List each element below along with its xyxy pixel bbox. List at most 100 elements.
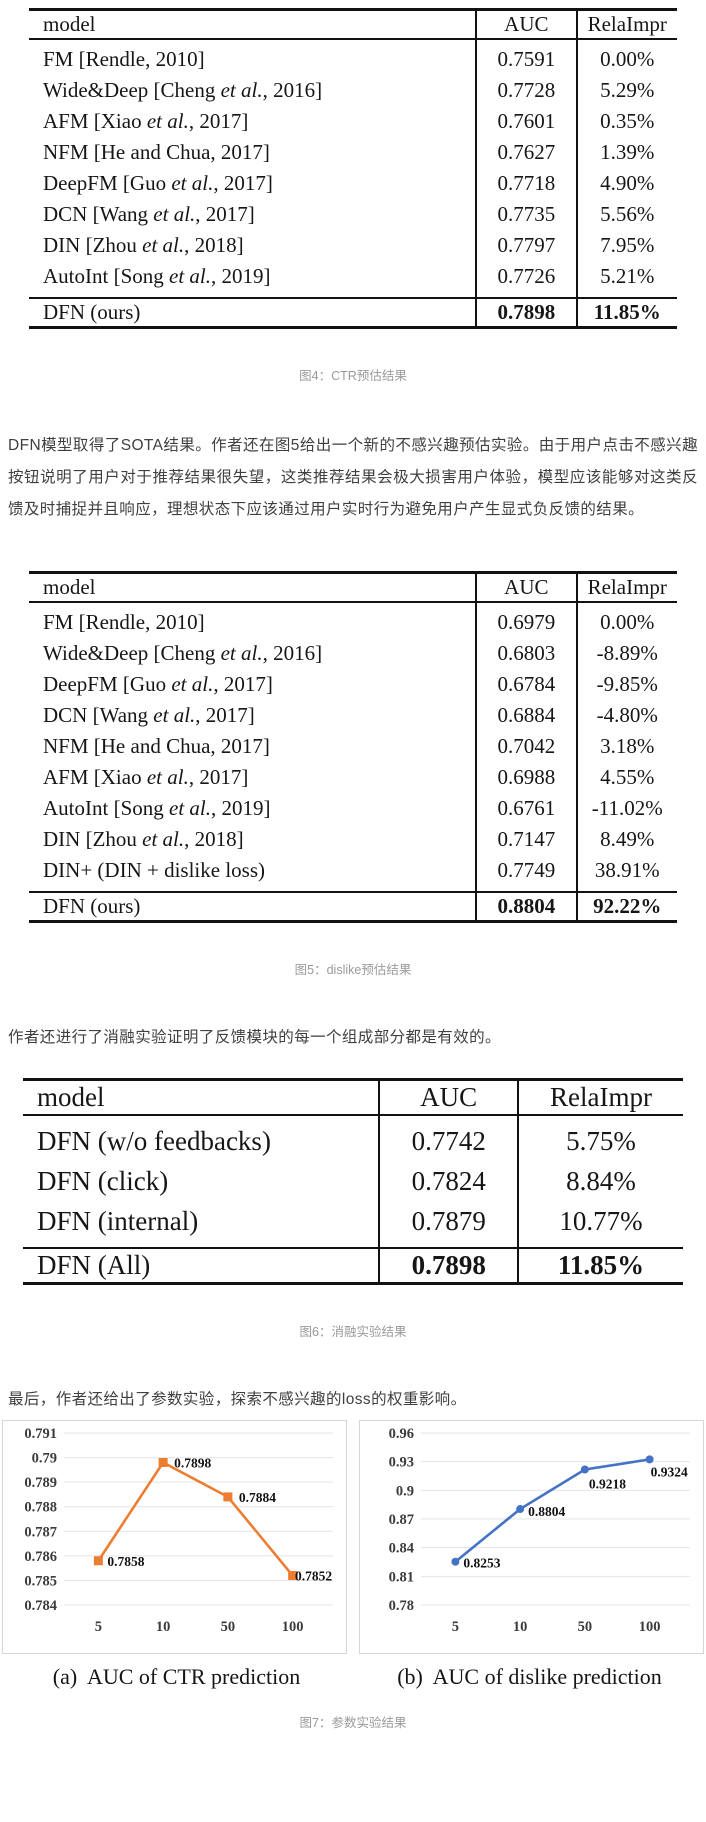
value-cell: 0.7824 [378,1161,518,1202]
table-row: Wide&Deep [Cheng et al., 2016] 0.6803 -8.8… [29,638,677,670]
value-cell: 3.18% [575,731,677,763]
x-tick-label: 50 [221,1619,236,1635]
model-cell: AFM [Xiao et al., 2017] [43,109,249,133]
table-row: DIN [Zhou et al., 2018] 0.7147 8.49% [29,824,677,856]
value-cell: -4.80% [575,700,677,732]
column-header: model [37,1082,105,1113]
y-tick-label: 0.788 [24,1500,57,1516]
value-cell: 8.49% [575,824,677,856]
y-tick-label: 0.78 [389,1598,414,1614]
value-cell: 0.7879 [378,1201,518,1249]
value-cell: 0.6979 [475,602,577,639]
value-cell: -8.89% [575,638,677,670]
ctr-results-table: model AUC RelaImpr FM [Rendle, 2010] 0.7591 0… [29,8,677,329]
table-row: DFN (ours) 0.7898 11.85% [29,298,677,328]
x-tick-label: 10 [156,1619,171,1635]
paragraph-ablation: 作者还进行了消融实验证明了反馈模块的每一个组成部分都是有效的。 [8,1029,501,1047]
table-row: AFM [Xiao et al., 2017] 0.7601 0.35% [29,106,677,137]
figure6-caption: 图6：消融实验结果 [299,1325,407,1340]
value-cell: 11.85% [516,1248,683,1284]
table-row: AFM [Xiao et al., 2017] 0.6988 4.55% [29,762,677,794]
figure4-caption: 图4：CTR预估结果 [299,369,407,383]
table-row: FM [Rendle, 2010] 0.7591 0.00% [29,39,677,75]
column-header: AUC [378,1079,518,1116]
value-cell: 92.22% [575,892,677,922]
data-point-marker [288,1570,298,1580]
data-point-marker [158,1457,168,1467]
data-point-marker [223,1492,233,1502]
y-tick-label: 0.791 [24,1426,57,1442]
data-point-label: 0.7852 [295,1568,332,1583]
data-point-label: 0.7884 [239,1490,276,1505]
y-tick-label: 0.87 [389,1512,414,1528]
dislike-auc-chart: 0.96 0.93 0.9 0.87 0.84 0.81 0.78 5 10 50 100 0.825… [389,1426,690,1635]
dislike-auc-chart-panel: 0.96 0.93 0.9 0.87 0.84 0.81 0.78 5 10 50 100 0.825… [359,1419,704,1654]
article-page: model AUC RelaImpr FM [Rendle, 2010] 0.7591 0… [0,8,706,1730]
value-cell: -9.85% [575,669,677,701]
x-tick-label: 5 [95,1619,102,1635]
y-tick-label: 0.79 [32,1450,57,1466]
figure5-caption: 图5：dislike预估结果 [294,963,412,978]
value-cell: 0.7601 [475,106,577,137]
table-row: NFM [He and Chua, 2017] 0.7627 1.39% [29,137,677,168]
y-tick-label: 0.81 [389,1569,414,1585]
value-cell: 0.7726 [475,261,577,298]
model-cell: DFN (w/o feedbacks) [37,1126,271,1157]
value-cell: 0.7042 [475,731,577,763]
value-cell: 0.8804 [475,892,577,922]
model-cell: AutoInt [Song et al., 2019] [43,796,271,821]
value-cell: 8.84% [516,1161,683,1202]
value-cell: 0.00% [575,39,677,75]
value-cell: 7.95% [575,230,677,261]
value-cell: 0.6884 [475,700,577,732]
x-tick-label: 10 [513,1619,528,1635]
column-header: AUC [475,9,577,39]
column-header: model [43,575,96,600]
table-row: Wide&Deep [Cheng et al., 2016] 0.7728 5.29… [29,75,677,106]
data-point-label: 0.8804 [528,1504,565,1519]
table-row: DIN [Zhou et al., 2018] 0.7797 7.95% [29,230,677,261]
data-point-label: 0.7898 [174,1455,211,1470]
table-row: DeepFM [Guo et al., 2017] 0.7718 4.90% [29,168,677,199]
value-cell: 0.7898 [378,1248,518,1284]
value-cell: 0.7898 [475,298,577,328]
value-cell: 0.35% [575,106,677,137]
table-row: DeepFM [Guo et al., 2017] 0.6784 -9.85% [29,669,677,701]
model-cell: DFN (ours) [43,894,141,919]
table-row: DFN (ours) 0.8804 92.22% [29,892,677,922]
model-cell: Wide&Deep [Cheng et al., 2016] [43,78,323,102]
y-tick-label: 0.84 [389,1540,414,1556]
table-header-row: model AUC RelaImpr [29,572,677,603]
paragraph-parameter: 最后，作者还给出了参数实验，探索不感兴趣的loss的权重影响。 [8,1391,467,1409]
x-tick-label: 100 [639,1619,661,1635]
value-cell: 1.39% [575,137,677,168]
table-row: DFN (click) 0.7824 8.84% [23,1161,683,1202]
table-row: FM [Rendle, 2010] 0.6979 0.00% [29,602,677,639]
value-cell: 0.7718 [475,168,577,199]
table-row: DFN (internal) 0.7879 10.77% [23,1201,683,1249]
chart-a-caption: (a) AUC of CTR prediction [52,1663,301,1689]
data-point-marker [93,1556,103,1566]
series-line [454,1457,650,1563]
value-cell: 5.75% [516,1115,683,1162]
y-tick-label: 0.96 [389,1426,414,1442]
table-row: AutoInt [Song et al., 2019] 0.6761 -11.02% [29,793,677,825]
column-header: AUC [475,572,577,603]
y-tick-label: 0.93 [389,1454,414,1470]
data-point-label: 0.8253 [463,1556,500,1571]
y-tick-label: 0.787 [24,1524,57,1540]
value-cell: 38.91% [575,855,677,893]
table-row: DCN [Wang et al., 2017] 0.7735 5.56% [29,199,677,230]
value-cell: 0.6803 [475,638,577,670]
figure-ablation-table: model AUC RelaImpr DFN (w/o feedbacks) 0.774… [0,1078,706,1286]
figure-ctr-table: model AUC RelaImpr FM [Rendle, 2010] 0.7591 0… [0,8,706,329]
paragraph-sota: DFN模型取得了SOTA结果。作者还在图5给出一个新的不感兴趣预估实验。由于用户… [8,437,698,518]
data-point-label: 0.7858 [107,1554,144,1569]
value-cell: 11.85% [575,298,677,328]
model-cell: DIN [Zhou et al., 2018] [43,233,244,257]
column-header: RelaImpr [575,9,677,39]
model-cell: FM [Rendle, 2010] [43,610,205,635]
value-cell: 5.56% [575,199,677,230]
model-cell: DIN+ (DIN + dislike loss) [43,858,265,883]
model-cell: DFN (ours) [43,300,141,324]
